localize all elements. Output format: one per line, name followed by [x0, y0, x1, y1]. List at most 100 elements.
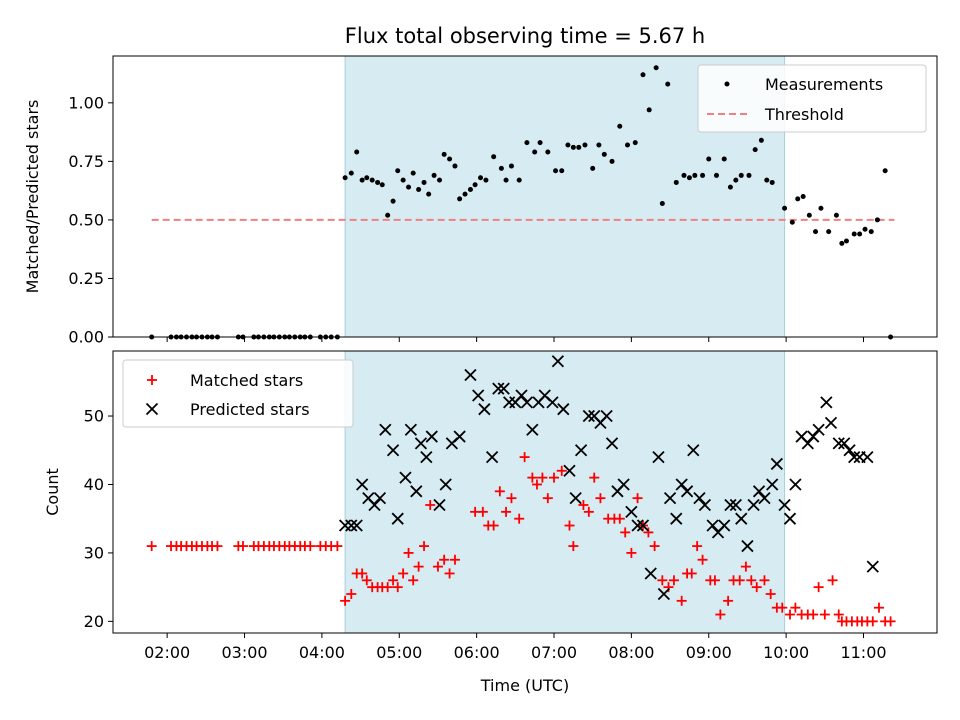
- measurement-point: [646, 107, 652, 113]
- y-tick-label: 50: [84, 407, 104, 426]
- matched-star-point: [692, 541, 703, 552]
- predicted-star-point: [778, 498, 791, 512]
- measurement-point: [524, 140, 530, 146]
- predicted-star-point: [478, 403, 491, 416]
- predicted-star-point: [783, 512, 797, 525]
- measurement-point: [532, 149, 538, 155]
- predicted-star-point: [706, 519, 719, 532]
- matched-star-point: [146, 541, 157, 552]
- predicted-star-point: [838, 437, 851, 450]
- measurement-point: [733, 177, 739, 183]
- matched-star-point: [305, 541, 316, 552]
- top-y-ticks: 0.00 0.25 0.50 0.75 1.00: [68, 93, 113, 347]
- measurement-point: [565, 142, 571, 148]
- measurement-point: [570, 144, 576, 150]
- predicted-star-point: [391, 512, 404, 525]
- predicted-star-point: [472, 389, 485, 402]
- measurement-point: [653, 65, 659, 71]
- predicted-star-point: [861, 450, 874, 464]
- measurement-point: [375, 179, 381, 185]
- matched-star-point: [514, 513, 525, 524]
- predicted-stars-points: [338, 355, 879, 601]
- matched-star-point: [237, 541, 248, 552]
- matched-star-point: [346, 588, 357, 599]
- measurement-point: [882, 168, 888, 174]
- predicted-star-point: [820, 396, 833, 409]
- predicted-star-point: [410, 485, 423, 498]
- measurement-point: [874, 217, 880, 223]
- measurement-point: [364, 175, 370, 181]
- predicted-star-point: [631, 519, 644, 532]
- predicted-star-point: [843, 444, 856, 457]
- matched-star-point: [388, 575, 399, 586]
- predicted-star-point: [420, 450, 433, 464]
- measurement-point: [596, 142, 602, 148]
- measurement-point: [851, 231, 857, 237]
- measurement-point: [862, 226, 868, 232]
- predicted-star-point: [687, 444, 700, 457]
- matched-star-point: [357, 568, 368, 579]
- predicted-star-point: [657, 587, 671, 601]
- measurements-legend-label: Measurements: [765, 75, 883, 94]
- predicted-star-point: [758, 492, 771, 505]
- predicted-star-point: [752, 485, 766, 498]
- measurement-point: [813, 229, 819, 235]
- predicted-star-point: [563, 464, 576, 477]
- predicted-star-point: [866, 560, 879, 573]
- predicted-star-point: [812, 423, 825, 436]
- measurement-point: [806, 212, 812, 218]
- matched-star-point: [777, 602, 788, 613]
- predicted-star-point: [355, 478, 369, 491]
- predicted-star-point: [399, 471, 412, 484]
- matched-star-point: [477, 506, 488, 517]
- measurement-point: [700, 172, 706, 178]
- matched-star-point: [759, 575, 770, 586]
- matched-star-point: [382, 582, 393, 593]
- matched-star-point: [657, 575, 668, 586]
- measurements-legend-marker: [724, 81, 730, 87]
- matched-star-point: [537, 472, 548, 483]
- measurement-point: [395, 168, 401, 174]
- measurement-point: [769, 179, 775, 185]
- predicted-star-point: [770, 457, 783, 471]
- matched-star-point: [790, 602, 801, 613]
- matched-star-point: [867, 616, 878, 627]
- measurement-point: [665, 81, 671, 87]
- y-tick-label: 40: [84, 475, 104, 494]
- measurement-point: [826, 229, 832, 235]
- predicted-star-point: [439, 478, 452, 491]
- predicted-star-point: [425, 430, 438, 443]
- predicted-legend-marker: [145, 402, 159, 416]
- measurement-point: [467, 186, 473, 192]
- measurement-point: [354, 149, 360, 155]
- matched-star-point: [885, 616, 896, 627]
- measurement-point: [752, 147, 758, 153]
- matched-star-point: [408, 575, 419, 586]
- matched-star-point: [392, 582, 403, 593]
- y-tick-label: 0.50: [68, 210, 104, 229]
- measurement-point: [843, 238, 849, 244]
- matched-star-point: [715, 609, 726, 620]
- matched-star-point: [564, 520, 575, 531]
- measurement-point: [818, 205, 824, 211]
- predicted-star-point: [379, 423, 392, 436]
- measurement-point: [868, 229, 874, 235]
- matched-star-point: [620, 527, 631, 538]
- predicted-star-point: [698, 498, 712, 512]
- predicted-star-point: [582, 409, 595, 423]
- measurement-point: [833, 212, 839, 218]
- x-tick-label: 10:00: [763, 643, 809, 662]
- top-axes-frame: [112, 55, 938, 338]
- matched-star-point: [403, 547, 414, 558]
- measurement-point: [795, 196, 801, 202]
- x-tick-label: 08:00: [608, 643, 654, 662]
- measurement-point: [576, 144, 582, 150]
- predicted-star-point: [848, 450, 861, 464]
- matched-star-point: [449, 554, 460, 565]
- measurement-point: [857, 231, 863, 237]
- y-tick-label: 1.00: [68, 93, 104, 112]
- x-tick-label: 05:00: [376, 643, 422, 662]
- measurement-point: [410, 170, 416, 176]
- measurement-point: [590, 165, 596, 171]
- predicted-star-point: [675, 478, 688, 491]
